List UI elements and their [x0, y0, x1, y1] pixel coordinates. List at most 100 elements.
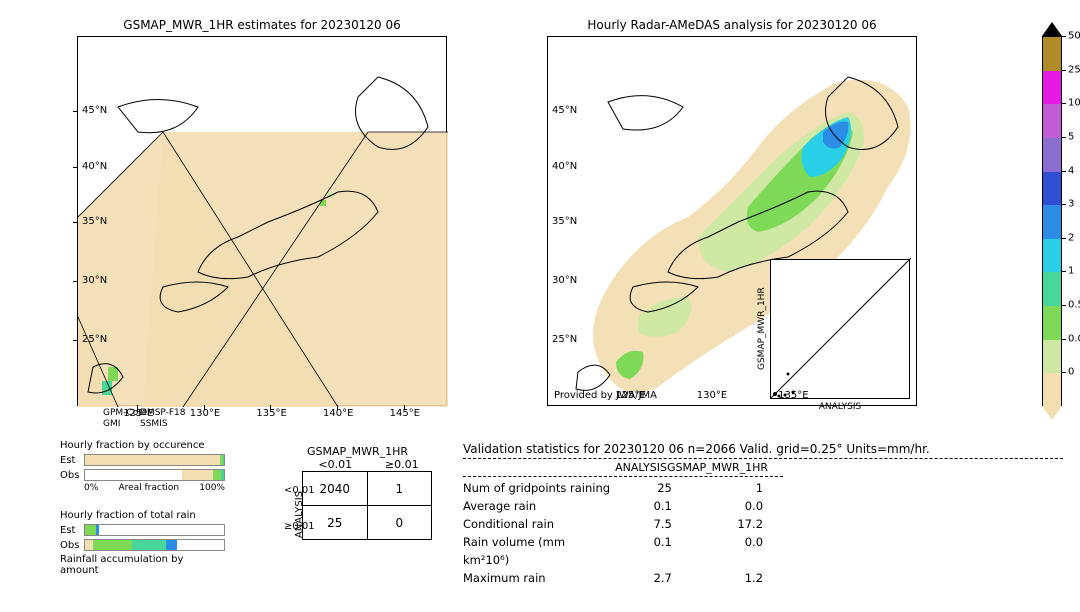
- colorbar-seg-5: [1043, 138, 1061, 172]
- colorbar-seg-3: [1043, 205, 1061, 239]
- satellite-name-DMSP-F18: DMSP-F18: [140, 408, 186, 418]
- colorbar-tick-0: 0: [1068, 367, 1074, 378]
- totalrain-footer: Rainfall accumulation by amount: [60, 554, 225, 576]
- contingency-title: GSMAP_MWR_1HR: [280, 445, 435, 458]
- lat-tick-45°N: 45°N: [82, 105, 107, 116]
- lon-tick-135°E: 135°E: [256, 408, 286, 419]
- colorbar-tick-25: 25: [1068, 64, 1080, 75]
- scatter-inset: ANALYSIS GSMAP_MWR_1HR: [770, 259, 910, 399]
- lat-tick-40°N: 40°N: [552, 161, 577, 172]
- ct-col1: ≥0.01: [385, 458, 419, 471]
- lon-tick-125°E: 125°E: [615, 390, 645, 401]
- stats-row-b-4: 1.2: [672, 569, 763, 587]
- stats-row-1: Average rain0.10.0: [463, 497, 763, 515]
- satellite-instr-SSMIS: SSMIS: [140, 419, 168, 429]
- totalrain-chart: Hourly fraction of total rain Est Obs Rai…: [60, 510, 225, 578]
- stats-row-label-0: Num of gridpoints raining: [463, 479, 615, 497]
- ct-cell-11: 0: [367, 506, 431, 540]
- stats-right-col: [763, 461, 1023, 587]
- tot-rows-row-Obs: Obs: [60, 538, 225, 552]
- stats-row-b-2: 17.2: [672, 515, 763, 533]
- colorbar-tick-0.5: 0.5: [1068, 300, 1080, 311]
- stats-row-label-3: Rain volume (mm km²10⁶): [463, 533, 615, 569]
- colorbar-seg-10: [1043, 104, 1061, 138]
- tot-rows-seg-1-4: [177, 540, 224, 550]
- colorbar-tick-2: 2: [1068, 232, 1074, 243]
- occ-rows-seg-1-2: [213, 470, 221, 480]
- occurrence-title: Hourly fraction by occurence: [60, 440, 225, 451]
- ct-row1: ≥0.01: [284, 521, 315, 532]
- colorbar-seg-0.5: [1043, 306, 1061, 340]
- stats-row-a-4: 2.7: [615, 569, 672, 587]
- occ-rows-seg-0-0: [85, 455, 220, 465]
- lat-tick-30°N: 30°N: [82, 275, 107, 286]
- inset-xlabel: ANALYSIS: [771, 402, 909, 412]
- colorbar-seg-0.01: [1043, 340, 1061, 374]
- occ-rows-label-Est: Est: [60, 455, 84, 466]
- occ-rows-seg-0-2: [223, 455, 224, 465]
- colorbar-seg-2: [1043, 239, 1061, 273]
- lat-tick-40°N: 40°N: [82, 161, 107, 172]
- satellite-instr-GMI: GMI: [103, 419, 120, 429]
- colorbar-tick-0.01: 0.01: [1068, 333, 1080, 344]
- colorbar-seg-25: [1043, 71, 1061, 105]
- totalrain-title: Hourly fraction of total rain: [60, 510, 225, 521]
- occurrence-chart: Hourly fraction by occurence Est Obs 0% A…: [60, 440, 225, 493]
- stats-row-a-0: 25: [615, 479, 672, 497]
- lon-tick-130°E: 130°E: [697, 390, 727, 401]
- colorbar: 502510543210.50.010: [1042, 36, 1062, 406]
- colorbar-tick-50: 50: [1068, 31, 1080, 42]
- occ-rows-row-Obs: Obs: [60, 468, 225, 482]
- occ-rows-seg-1-1: [182, 470, 213, 480]
- tot-rows-seg-1-3: [166, 540, 177, 550]
- ct-row0: <0.01: [284, 485, 315, 496]
- tot-rows-seg-0-0: [85, 525, 96, 535]
- occ-rows-row-Est: Est: [60, 453, 225, 467]
- figure-root: { "maps": { "left": { "title": "GSMAP_MW…: [0, 0, 1080, 612]
- stats-title: Validation statistics for 20230120 06 n=…: [463, 442, 1063, 456]
- stats-hdr-analysis: ANALYSIS: [611, 461, 667, 474]
- stats-row-a-2: 7.5: [615, 515, 672, 533]
- tot-rows-seg-1-1: [93, 540, 132, 550]
- tot-rows-row-Est: Est: [60, 523, 225, 537]
- stats-left-col: ANALYSIS GSMAP_MWR_1HR Num of gridpoints…: [463, 461, 763, 587]
- occurrence-xlabel: Areal fraction: [118, 483, 179, 493]
- tot-rows-seg-1-0: [85, 540, 93, 550]
- occurrence-xt0: 0%: [84, 483, 98, 493]
- colorbar-tick-10: 10: [1068, 98, 1080, 109]
- stats-hdr-product: GSMAP_MWR_1HR: [667, 461, 763, 474]
- right-map-panel: ANALYSIS GSMAP_MWR_1HR Provided by JWA/J…: [547, 36, 917, 406]
- stats-row-b-0: 1: [672, 479, 763, 497]
- stats-row-label-4: Maximum rain: [463, 569, 615, 587]
- colorbar-tick-3: 3: [1068, 199, 1074, 210]
- stats-row-label-1: Average rain: [463, 497, 615, 515]
- colorbar-seg-4: [1043, 172, 1061, 206]
- lat-tick-25°N: 25°N: [552, 334, 577, 345]
- stats-row-a-3: 0.1: [615, 533, 672, 569]
- occ-rows-seg-1-3: [221, 470, 224, 480]
- stats-row-b-1: 0.0: [672, 497, 763, 515]
- ct-cell-01: 1: [367, 472, 431, 506]
- lon-tick-130°E: 130°E: [190, 408, 220, 419]
- colorbar-bottom-arrow: [1042, 406, 1062, 420]
- occurrence-xt1: 100%: [199, 483, 225, 493]
- stats-row-0: Num of gridpoints raining251: [463, 479, 763, 497]
- colorbar-seg-1: [1043, 272, 1061, 306]
- lon-tick-140°E: 140°E: [323, 408, 353, 419]
- colorbar-top-arrow: [1042, 22, 1062, 36]
- stats-row-label-2: Conditional rain: [463, 515, 615, 533]
- tot-rows-label-Est: Est: [60, 525, 84, 536]
- occ-rows-seg-1-0: [85, 470, 182, 480]
- lon-tick-145°E: 145°E: [390, 408, 420, 419]
- stats-row-a-1: 0.1: [615, 497, 672, 515]
- left-map-panel: 45°N40°N35°N30°N25°N125°E130°E135°E140°E…: [77, 36, 447, 406]
- right-map-title: Hourly Radar-AMeDAS analysis for 2023012…: [547, 18, 917, 32]
- tot-rows-seg-0-2: [99, 525, 224, 535]
- ct-col0: <0.01: [318, 458, 352, 471]
- occ-rows-label-Obs: Obs: [60, 470, 84, 481]
- lat-tick-30°N: 30°N: [552, 275, 577, 286]
- lat-tick-35°N: 35°N: [82, 216, 107, 227]
- lat-tick-35°N: 35°N: [552, 216, 577, 227]
- colorbar-tick-1: 1: [1068, 266, 1074, 277]
- inset-ylabel: GSMAP_MWR_1HR: [757, 260, 767, 398]
